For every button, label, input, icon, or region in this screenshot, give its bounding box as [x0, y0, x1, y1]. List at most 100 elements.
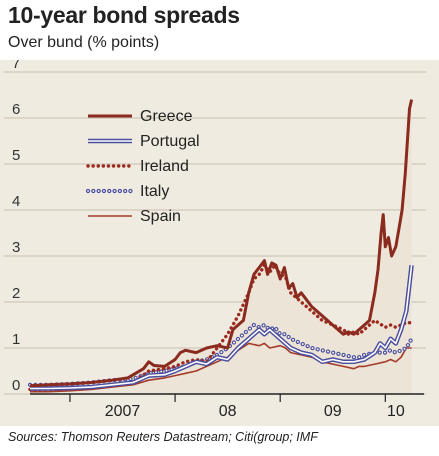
data-point: [164, 368, 165, 369]
legend-label: Italy: [140, 183, 169, 200]
data-point: [290, 352, 291, 353]
data-point: [364, 366, 365, 367]
data-point: [196, 370, 197, 371]
data-point: [175, 375, 176, 376]
data-point: [332, 364, 333, 365]
x-axis: 2007 08 09 10: [30, 393, 424, 420]
data-point: [401, 357, 402, 358]
data-point: [385, 352, 386, 353]
y-axis-ticks: 0 1 2 3 4 5 6 7: [12, 60, 20, 394]
legend-item-spain: Spain: [88, 208, 181, 225]
data-point: [248, 338, 249, 339]
data-point: [411, 265, 412, 266]
data-point: [390, 338, 391, 339]
legend-label: Spain: [140, 208, 181, 225]
data-point: [380, 343, 381, 344]
data-point: [348, 331, 349, 332]
data-point: [322, 361, 323, 362]
series-ireland: [28, 262, 414, 392]
data-point: [311, 347, 312, 348]
data-point: [388, 237, 389, 238]
data-point: [406, 322, 407, 323]
series-fill: [30, 99, 412, 394]
data-point: [290, 347, 291, 348]
series-line: [30, 342, 412, 393]
data-point: [148, 375, 149, 376]
x-tick-label: 10: [387, 403, 405, 420]
data-point: [374, 364, 375, 365]
data-point: [311, 311, 312, 312]
data-point: [322, 350, 323, 351]
data-point: [280, 345, 281, 346]
data-point: [391, 255, 392, 256]
data-point: [353, 361, 354, 362]
series-greece: [29, 99, 414, 388]
data-point: [401, 329, 402, 330]
data-point: [206, 347, 207, 348]
legend-item-greece: Greece: [88, 108, 193, 125]
y-tick-label: 0: [12, 377, 20, 394]
data-point: [196, 352, 197, 353]
area-fill-layer: [30, 99, 412, 394]
legend-item-ireland: Ireland: [86, 158, 189, 175]
data-point: [353, 334, 354, 335]
data-point: [322, 320, 323, 321]
data-point: [180, 352, 181, 353]
data-point: [343, 361, 344, 362]
data-point: [269, 329, 270, 330]
series-line: [29, 99, 414, 388]
source-note: Sources: Thomson Reuters Datastream; Cit…: [8, 430, 318, 444]
data-point: [175, 359, 176, 360]
data-point: [227, 359, 228, 360]
data-point: [332, 359, 333, 360]
data-point: [48, 391, 49, 392]
data-point: [280, 334, 281, 335]
data-point: [248, 343, 249, 344]
data-point: [358, 334, 359, 335]
data-point: [385, 246, 386, 247]
data-point: [409, 283, 410, 284]
data-point: [285, 334, 286, 335]
data-point: [269, 347, 270, 348]
data-point: [111, 380, 112, 381]
data-point: [284, 267, 285, 268]
legend-item-italy: Italy: [85, 183, 169, 200]
data-point: [90, 382, 91, 383]
data-point: [164, 377, 165, 378]
legend-item-portugal: Portugal: [88, 133, 200, 150]
data-point: [395, 246, 396, 247]
data-point: [69, 390, 70, 391]
data-point: [217, 347, 218, 348]
data-point: [411, 322, 412, 323]
data-point: [358, 366, 359, 367]
data-point: [175, 370, 176, 371]
data-point: [390, 350, 391, 351]
data-point: [395, 361, 396, 362]
data-point: [381, 232, 382, 233]
data-point: [217, 345, 218, 346]
data-point: [132, 378, 133, 379]
data-point: [275, 265, 276, 266]
data-point: [69, 383, 70, 384]
data-point: [29, 391, 30, 392]
data-point: [153, 365, 154, 366]
y-tick-label: 1: [12, 331, 20, 348]
data-point: [253, 334, 254, 335]
data-point: [292, 283, 293, 284]
data-point: [311, 354, 312, 355]
legend-label: Ireland: [140, 158, 189, 175]
data-point: [337, 329, 338, 330]
data-point: [290, 292, 291, 293]
data-point: [411, 347, 412, 348]
data-point: [274, 327, 275, 328]
series-portugal: [30, 264, 414, 391]
chart-title: 10-year bond spreads: [8, 2, 240, 28]
legend: Greece Portugal Ireland Italy Spain: [85, 108, 200, 225]
data-point: [90, 387, 91, 388]
data-point: [290, 338, 291, 339]
data-point: [127, 377, 128, 378]
data-point: [343, 354, 344, 355]
data-point: [411, 338, 412, 339]
data-point: [259, 329, 260, 330]
data-point: [185, 361, 186, 362]
